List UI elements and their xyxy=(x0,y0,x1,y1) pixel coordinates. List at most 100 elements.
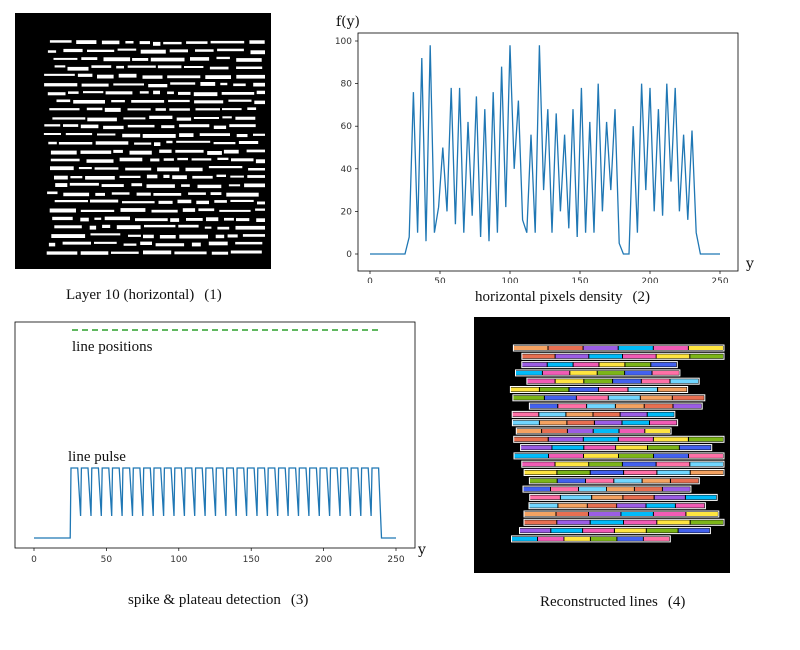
line-color-segment xyxy=(656,462,690,467)
stroke-segment xyxy=(222,116,232,119)
line-color-segment xyxy=(583,346,618,350)
stroke-segment xyxy=(167,91,174,95)
line-color-segment xyxy=(529,404,558,409)
line-color-segment xyxy=(616,445,647,450)
line-color-segment xyxy=(590,520,623,525)
stroke-segment xyxy=(248,168,265,171)
line-color-segment xyxy=(548,346,583,350)
stroke-segment xyxy=(163,158,174,161)
stroke-segment xyxy=(90,233,121,236)
line-color-segment xyxy=(593,412,620,417)
stroke-segment xyxy=(68,91,79,94)
stroke-segment xyxy=(190,57,210,61)
x-tick-label: 150 xyxy=(243,555,260,565)
line-bounding-box xyxy=(522,485,692,493)
reconstructed-line xyxy=(523,469,725,476)
x-axis-label: y xyxy=(417,542,426,558)
stroke-segment xyxy=(184,66,204,68)
line-color-segment xyxy=(557,520,590,525)
stroke-segment xyxy=(256,90,265,95)
reconstructed-line xyxy=(511,410,676,418)
stroke-segment xyxy=(174,251,207,255)
line-bounding-box xyxy=(515,369,681,377)
stroke-segment xyxy=(154,142,161,146)
stroke-segment xyxy=(54,225,82,229)
line-color-segment xyxy=(590,536,617,541)
density-series-line xyxy=(370,45,720,255)
stroke-segment xyxy=(236,58,262,62)
stroke-segment xyxy=(159,149,172,153)
stroke-segment xyxy=(195,49,214,52)
stroke-segment xyxy=(217,48,244,52)
line-color-segment xyxy=(690,520,723,525)
stroke-segment xyxy=(177,157,188,161)
stroke-segment xyxy=(119,175,141,178)
stroke-segment xyxy=(158,200,173,204)
stroke-segment xyxy=(102,224,111,228)
y-axis-label: f(y) xyxy=(336,14,360,30)
stroke-segment xyxy=(178,91,191,95)
stroke-segment xyxy=(228,184,241,187)
line-color-segment xyxy=(542,370,570,375)
stroke-segment xyxy=(169,108,190,111)
reconstructed-line xyxy=(521,361,678,369)
stroke-segment xyxy=(155,243,185,247)
stroke-segment xyxy=(131,100,165,103)
stroke-segment xyxy=(104,216,130,221)
stroke-segment xyxy=(111,100,125,103)
stroke-segment xyxy=(220,82,228,86)
stroke-segment xyxy=(191,158,212,161)
stroke-segment xyxy=(103,57,131,62)
stroke-segment xyxy=(208,241,228,246)
stroke-segment xyxy=(242,234,265,237)
stroke-segment xyxy=(207,151,222,155)
reconstructed-line xyxy=(511,419,679,427)
layer-10-image xyxy=(15,13,271,269)
reconstructed-line xyxy=(523,510,720,518)
stroke-segment xyxy=(221,92,255,95)
stroke-segment xyxy=(193,92,218,97)
line-color-segment xyxy=(592,495,623,500)
stroke-segment xyxy=(155,108,166,111)
line-color-segment xyxy=(690,470,723,475)
line-color-segment xyxy=(567,420,594,425)
line-color-segment xyxy=(606,487,634,492)
line-bounding-box xyxy=(523,518,725,526)
stroke-segment xyxy=(233,83,246,87)
stroke-segment xyxy=(216,174,226,177)
line-color-segment xyxy=(622,462,656,467)
stroke-segment xyxy=(87,49,115,52)
line-color-segment xyxy=(625,362,651,367)
line-bounding-box xyxy=(521,361,678,369)
line-color-segment xyxy=(650,420,677,425)
caption-number: (4) xyxy=(667,594,686,610)
stroke-segment xyxy=(123,117,146,120)
stroke-segment xyxy=(44,73,75,76)
y-tick-label: 80 xyxy=(341,80,353,90)
line-color-segment xyxy=(641,379,670,384)
stroke-segment xyxy=(139,41,150,45)
stroke-segment xyxy=(132,58,149,61)
stroke-segment xyxy=(208,166,243,169)
stroke-segment xyxy=(131,183,143,187)
stroke-segment xyxy=(65,133,93,136)
stroke-segment xyxy=(228,99,252,102)
line-bounding-box xyxy=(509,386,689,393)
stroke-segment xyxy=(210,192,222,195)
reconstructed-line xyxy=(512,394,706,402)
line-color-segment xyxy=(678,528,710,533)
stroke-segment xyxy=(216,56,230,60)
stroke-segment xyxy=(168,99,190,103)
line-color-segment xyxy=(685,495,717,500)
line-color-segment xyxy=(656,354,690,359)
stroke-segment xyxy=(81,83,109,87)
line-color-segment xyxy=(589,354,622,359)
stroke-segment xyxy=(49,40,72,43)
caption-text: spike & plateau detection xyxy=(128,592,281,608)
line-color-segment xyxy=(647,412,674,417)
stroke-segment xyxy=(143,250,172,255)
line-color-segment xyxy=(551,528,583,533)
stroke-segment xyxy=(177,199,192,204)
stroke-segment xyxy=(142,75,163,79)
line-color-segment xyxy=(671,478,699,483)
